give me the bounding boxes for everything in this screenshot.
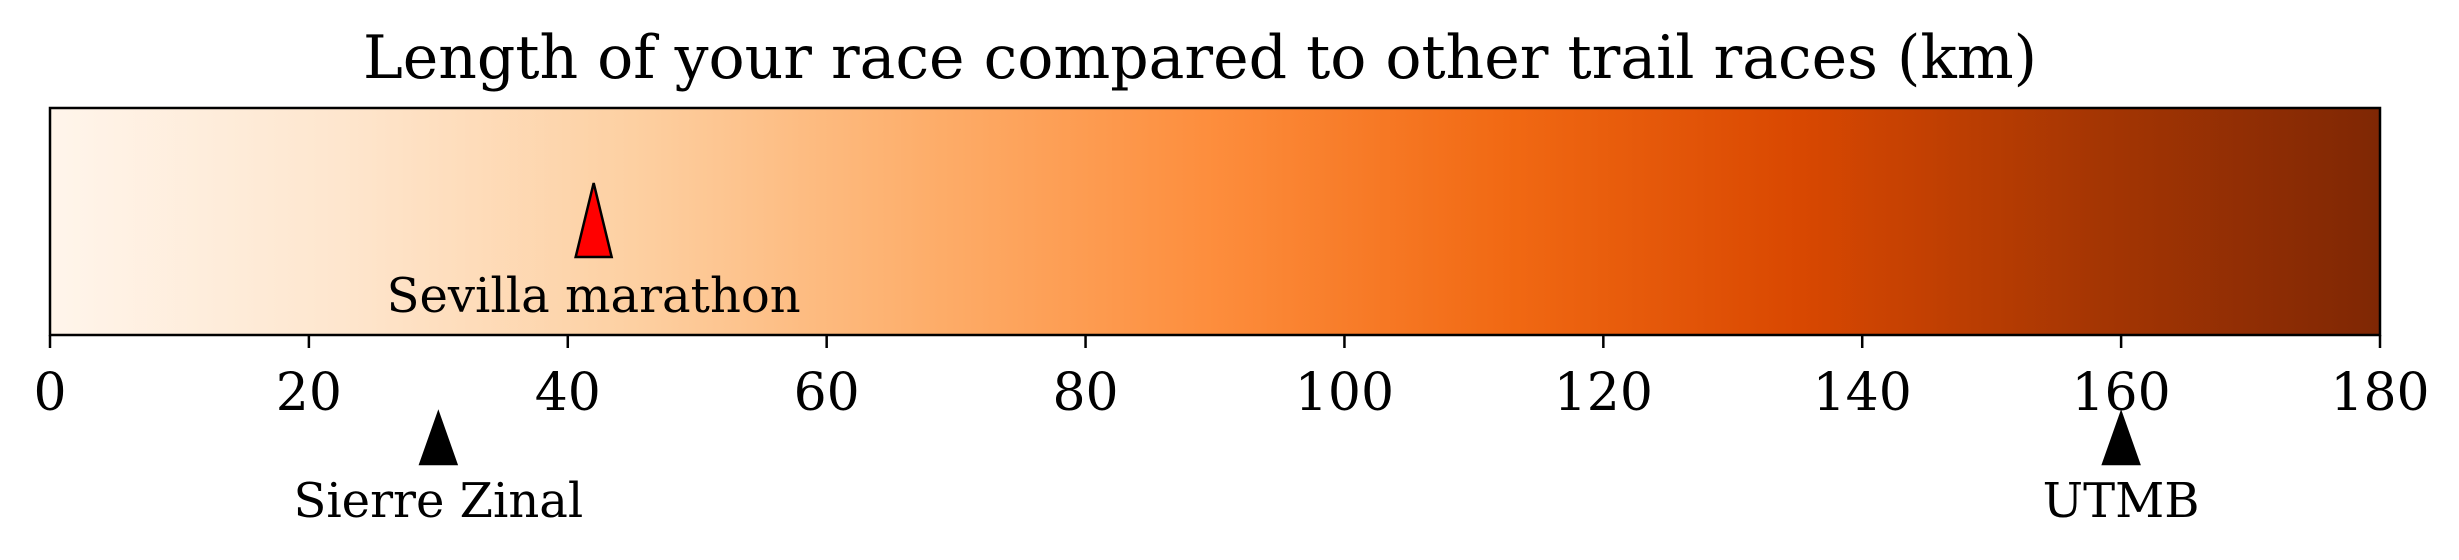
your-race-marker <box>574 182 614 259</box>
chart-title: Length of your race compared to other tr… <box>363 23 2037 93</box>
reference-race-label: UTMB <box>2043 473 2200 529</box>
reference-race-marker <box>418 409 459 466</box>
colorbar <box>48 106 2382 337</box>
x-tick-label: 20 <box>276 363 342 423</box>
x-tick-label: 80 <box>1052 363 1118 423</box>
x-tick-label: 0 <box>33 363 66 423</box>
reference-race-marker <box>2101 409 2141 466</box>
x-tick-label: 40 <box>535 363 601 423</box>
x-tick-label: 120 <box>1554 363 1653 423</box>
race-markers: Sevilla marathon Sierre Zinal UTMB <box>293 182 2200 529</box>
x-axis: 0 20 40 60 80 100 120 140 160 180 <box>33 335 2430 423</box>
reference-race-label: Sierre Zinal <box>293 473 583 529</box>
x-tick-label: 140 <box>1813 363 1912 423</box>
x-tick-label: 180 <box>2330 363 2429 423</box>
x-tick-label: 100 <box>1295 363 1394 423</box>
x-tick-label: 60 <box>794 363 860 423</box>
your-race-label: Sevilla marathon <box>387 268 801 324</box>
